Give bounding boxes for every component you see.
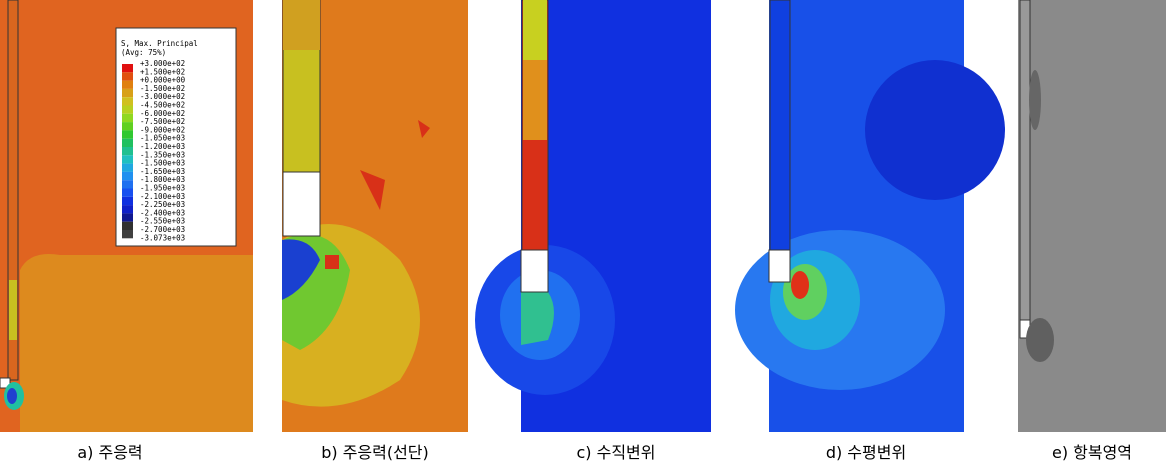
caption: e) 항복영역 — [1052, 443, 1132, 462]
legend-swatch — [122, 114, 133, 122]
legend-swatch — [122, 230, 133, 238]
captions: a) 주응력 b) 주응력(선단) c) 수직변위 d) 수평변위 e) 항복영역 — [77, 443, 1132, 462]
legend-swatch — [122, 197, 133, 205]
legend-swatch — [122, 147, 133, 155]
legend-swatch — [122, 213, 133, 221]
legend-swatch — [122, 97, 133, 105]
caption: c) 수직변위 — [576, 443, 655, 462]
caption: a) 주응력 — [77, 443, 142, 462]
legend-label: -3.073e+03 — [140, 233, 185, 242]
legend-swatch — [122, 130, 133, 138]
legend-subtitle: (Avg: 75%) — [121, 48, 166, 57]
legend-title: S, Max. Principal — [121, 39, 198, 48]
legend-swatch — [122, 81, 133, 89]
legend-swatch — [122, 155, 133, 163]
panel-e — [1018, 0, 1166, 432]
legend-swatch — [122, 164, 133, 172]
legend-swatch — [122, 106, 133, 114]
figure: S, Max. Principal (Avg: 75%) +3.000e+02+… — [0, 0, 1170, 466]
caption: d) 수평변위 — [826, 443, 906, 462]
legend-swatch — [122, 222, 133, 230]
panel-c — [475, 0, 711, 432]
panel-d — [735, 0, 1005, 432]
legend-swatch — [122, 64, 133, 72]
page: {"legend": {"title": "S, Max. Principal"… — [0, 0, 1170, 466]
legend-swatch — [122, 139, 133, 147]
legend-swatch — [122, 189, 133, 197]
caption: b) 주응력(선단) — [321, 443, 429, 462]
panel-b — [282, 0, 468, 432]
legend-swatch — [122, 122, 133, 130]
legend-swatch — [122, 180, 133, 188]
legend-swatch — [122, 205, 133, 213]
legend-swatch — [122, 72, 133, 80]
legend: S, Max. Principal (Avg: 75%) +3.000e+02+… — [116, 28, 236, 246]
legend-swatch — [122, 172, 133, 180]
legend-swatch — [122, 89, 133, 97]
